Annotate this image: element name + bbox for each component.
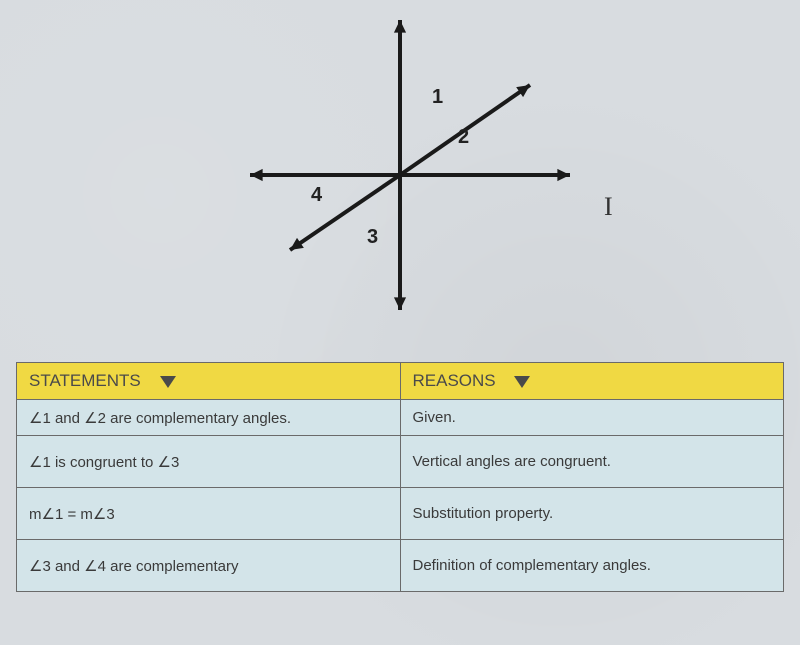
angle-label-4: 4 bbox=[311, 184, 322, 207]
angle-label-2: 2 bbox=[458, 126, 469, 149]
chevron-down-icon[interactable] bbox=[160, 376, 176, 388]
statement-cell: m∠1 = m∠3 bbox=[17, 488, 401, 540]
header-reasons[interactable]: REASONS bbox=[400, 363, 784, 400]
statement-cell: ∠3 and ∠4 are complementary bbox=[17, 540, 401, 592]
table-row: ∠1 is congruent to ∠3Vertical angles are… bbox=[17, 436, 784, 488]
reason-cell: Substitution property. bbox=[400, 488, 784, 540]
angle-diagram-area: 12 3 4 I bbox=[0, 0, 800, 340]
header-statements[interactable]: STATEMENTS bbox=[17, 363, 401, 400]
table-row: ∠3 and ∠4 are complementaryDefinition of… bbox=[17, 540, 784, 592]
reason-cell: Vertical angles are congruent. bbox=[400, 436, 784, 488]
proof-table: STATEMENTS REASONS ∠1 and ∠2 are complem… bbox=[16, 362, 784, 592]
header-reasons-label: REASONS bbox=[413, 371, 496, 390]
reason-cell: Definition of complementary angles. bbox=[400, 540, 784, 592]
table-row: m∠1 = m∠3Substitution property. bbox=[17, 488, 784, 540]
angle-diagram bbox=[200, 10, 600, 320]
statement-cell: ∠1 and ∠2 are complementary angles. bbox=[17, 400, 401, 436]
table-header-row: STATEMENTS REASONS bbox=[17, 363, 784, 400]
text-cursor-icon: I bbox=[604, 192, 613, 222]
statement-cell: ∠1 is congruent to ∠3 bbox=[17, 436, 401, 488]
chevron-down-icon[interactable] bbox=[514, 376, 530, 388]
reason-cell: Given. bbox=[400, 400, 784, 436]
angle-label-3: 3 bbox=[367, 226, 378, 249]
angle-label-1: 1 bbox=[432, 86, 443, 109]
table-row: ∠1 and ∠2 are complementary angles.Given… bbox=[17, 400, 784, 436]
header-statements-label: STATEMENTS bbox=[29, 371, 141, 390]
